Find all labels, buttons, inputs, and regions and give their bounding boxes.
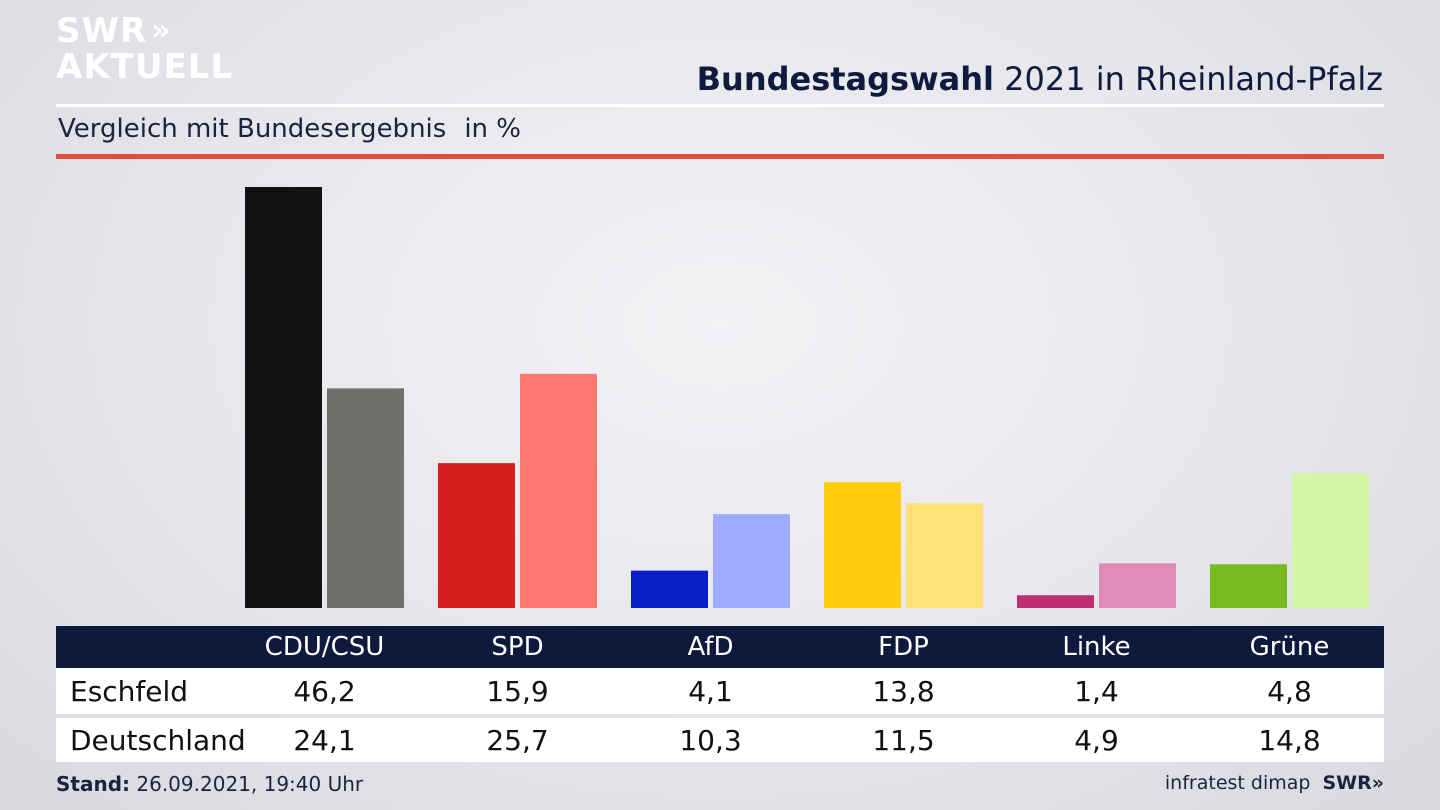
value-eschfeld-fdp: 13,8	[872, 674, 935, 708]
value-deutschland-cdu-csu: 24,1	[293, 723, 356, 757]
row-label-deutschland: Deutschland	[70, 723, 246, 757]
bar-fdp-deutschland	[906, 503, 983, 608]
swr-aktuell-logo: SWR» AKTUELL	[56, 14, 233, 84]
value-deutschland-grüne: 14,8	[1258, 723, 1321, 757]
page-title: Bundestagswahl 2021 in Rheinland-Pfalz	[697, 60, 1383, 98]
bar-grüne-deutschland	[1292, 473, 1369, 608]
stand-value: 26.09.2021, 19:40 Uhr	[136, 772, 364, 796]
bar-afd-deutschland	[713, 514, 790, 608]
source-credit: infratest dimap SWR»	[1165, 772, 1384, 794]
value-eschfeld-cdu-csu: 46,2	[293, 674, 356, 708]
bar-cdu-csu-eschfeld	[245, 187, 322, 608]
bar-linke-eschfeld	[1017, 595, 1094, 608]
value-deutschland-fdp: 11,5	[872, 723, 935, 757]
logo-swr-text: SWR	[56, 11, 148, 51]
swr-footer-logo: SWR»	[1322, 772, 1384, 794]
value-eschfeld-grüne: 4,8	[1267, 674, 1312, 708]
value-eschfeld-afd: 4,1	[688, 674, 733, 708]
bar-afd-eschfeld	[631, 570, 708, 608]
subtitle-divider	[56, 154, 1384, 159]
value-deutschland-linke: 4,9	[1074, 723, 1119, 757]
column-header-linke: Linke	[1062, 632, 1131, 662]
value-deutschland-spd: 25,7	[486, 723, 549, 757]
column-header-afd: AfD	[687, 632, 734, 662]
table-row-deutschland: Deutschland 24,1 25,7 10,3 11,5 4,9 14,8	[56, 718, 1384, 762]
logo-aktuell-text: AKTUELL	[56, 47, 234, 87]
results-table: CDU/CSU SPD AfD FDP Linke Grüne Eschfeld 46,2…	[56, 626, 1384, 762]
table-row-eschfeld: Eschfeld 46,2 15,9 4,1 13,8 1,4 4,8	[56, 668, 1384, 714]
chart-subtitle: Vergleich mit Bundesergebnis in %	[58, 114, 521, 144]
row-label-eschfeld: Eschfeld	[70, 674, 189, 708]
value-eschfeld-spd: 15,9	[486, 674, 549, 708]
bar-grüne-eschfeld	[1210, 564, 1287, 608]
source-text: infratest dimap	[1164, 772, 1311, 794]
bar-chart	[245, 187, 1369, 608]
column-header-fdp: FDP	[878, 632, 929, 662]
column-header-cdu-csu: CDU/CSU	[264, 632, 385, 662]
subtitle-text: Vergleich mit Bundesergebnis	[58, 114, 447, 144]
bar-spd-eschfeld	[438, 463, 515, 608]
title-divider	[56, 104, 1384, 107]
bar-spd-deutschland	[520, 373, 597, 608]
table-header: CDU/CSU SPD AfD FDP Linke Grüne	[56, 626, 1384, 668]
bar-cdu-csu-deutschland	[327, 388, 404, 608]
value-eschfeld-linke: 1,4	[1074, 674, 1119, 708]
unit-label: in %	[464, 114, 521, 144]
timestamp: Stand: 26.09.2021, 19:40 Uhr	[56, 772, 363, 796]
stand-label: Stand:	[56, 772, 131, 796]
bar-linke-deutschland	[1099, 563, 1176, 608]
title-bold: Bundestagswahl	[696, 60, 994, 98]
column-header-spd: SPD	[491, 632, 544, 662]
bar-fdp-eschfeld	[824, 482, 901, 608]
value-deutschland-afd: 10,3	[679, 723, 742, 757]
column-header-grüne: Grüne	[1249, 632, 1330, 662]
title-rest: 2021 in Rheinland-Pfalz	[1004, 60, 1383, 98]
